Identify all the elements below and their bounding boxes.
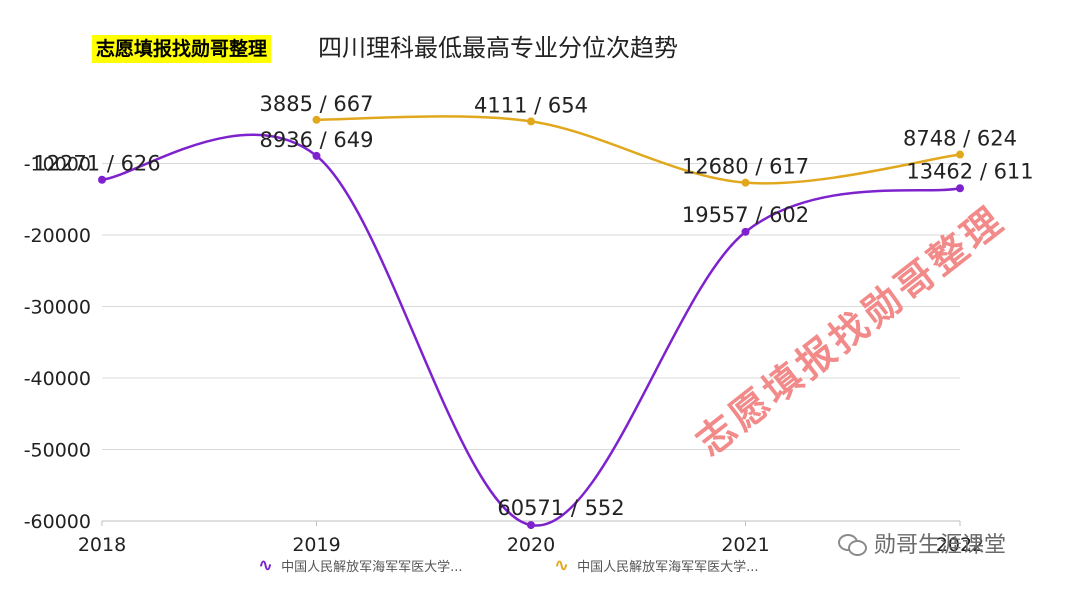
data-label: 13462 / 611 (906, 159, 1033, 183)
data-point (956, 184, 964, 193)
data-point (741, 178, 750, 187)
data-label: 4111 / 654 (474, 93, 588, 117)
data-label: 12680 / 617 (682, 155, 809, 179)
y-tick-label: -50000 (24, 440, 91, 462)
y-tick-label: -30000 (24, 297, 91, 319)
legend-item-2[interactable]: ∿ 中国人民解放军海军军医大学... (554, 555, 759, 576)
x-tick-label: 2020 (507, 534, 555, 556)
x-tick-label: 2018 (78, 534, 126, 556)
wave-line-icon: ∿ (258, 555, 274, 576)
y-tick-label: -40000 (24, 368, 91, 390)
data-label: 8936 / 649 (260, 128, 374, 152)
series-lines (98, 115, 964, 530)
data-point (956, 150, 964, 159)
y-tick-label: -60000 (24, 511, 91, 533)
data-point (527, 521, 535, 530)
data-label: 19557 / 602 (682, 203, 809, 227)
legend-item-1[interactable]: ∿ 中国人民解放军海军军医大学... (258, 555, 463, 576)
x-tick-label: 2022 (936, 534, 984, 556)
data-label: 8748 / 624 (903, 127, 1017, 151)
wechat-icon (838, 532, 868, 556)
data-labels: 12271 / 626 8936 / 649 60571 / 552 19557 / … (33, 92, 1033, 520)
title-badge: 志愿填报找勋哥整理 (92, 35, 272, 63)
data-point (312, 115, 321, 124)
y-tick-label: -20000 (24, 225, 91, 247)
legend-label-1: 中国人民解放军海军军医大学... (281, 560, 463, 575)
wave-line-icon: ∿ (554, 555, 570, 576)
axes: -10000 -20000 -30000 -40000 -50000 -600002018… (24, 154, 984, 557)
data-point (741, 227, 750, 236)
data-label: 12271 / 626 (33, 152, 160, 176)
x-tick-label: 2021 (721, 534, 769, 556)
brand-text: 勋哥生涯课堂 (874, 533, 1007, 558)
data-point (312, 151, 321, 160)
data-point (527, 117, 535, 126)
y-tick-label: -10000 (24, 154, 91, 176)
brand-watermark: 勋哥生涯课堂 (838, 527, 1006, 559)
x-tick-label: 2019 (292, 534, 340, 556)
chart-title: 四川理科最低最高专业分位次趋势 (318, 34, 678, 62)
legend-label-2: 中国人民解放军海军军医大学... (577, 560, 759, 575)
data-point (98, 175, 106, 184)
data-label: 60571 / 552 (497, 496, 624, 520)
series-line-2 (316, 115, 961, 185)
data-label: 3885 / 667 (260, 92, 374, 116)
